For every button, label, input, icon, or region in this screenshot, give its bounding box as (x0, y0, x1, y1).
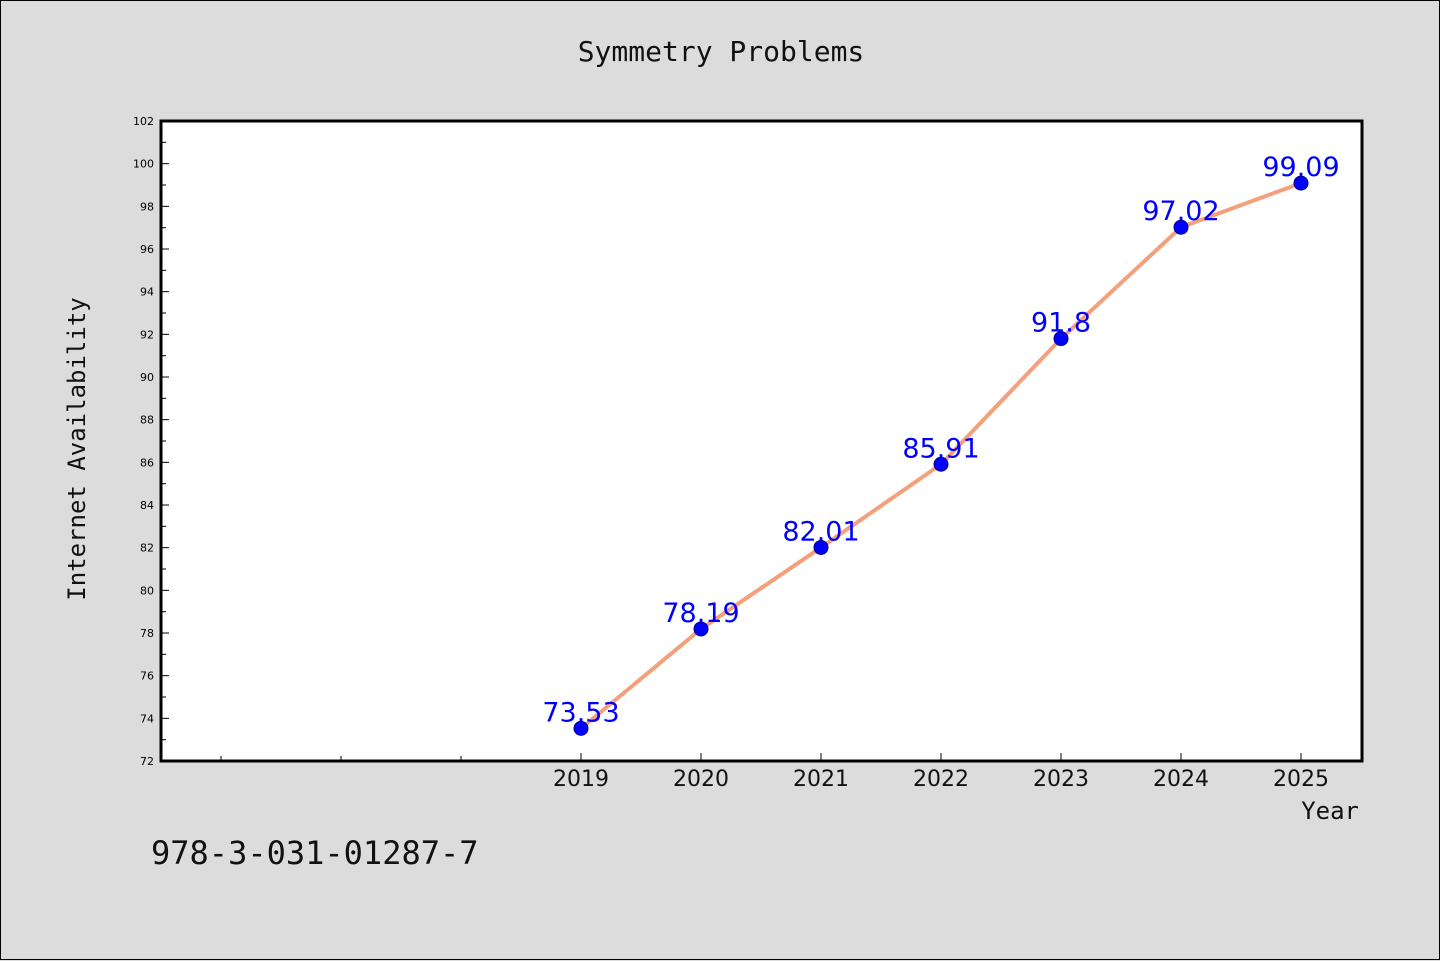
x-axis-label: Year (1301, 797, 1359, 825)
x-tick-label: 2023 (1033, 767, 1089, 792)
isbn-code: 978-3-031-01287-7 (151, 834, 479, 872)
data-point (813, 539, 829, 555)
y-tick-label: 78 (140, 627, 154, 640)
y-tick-label: 80 (140, 584, 154, 597)
y-tick-label: 98 (140, 200, 154, 213)
y-tick-label: 102 (133, 115, 154, 128)
data-point (1053, 331, 1069, 347)
y-tick-label: 96 (140, 243, 154, 256)
y-tick-label: 94 (140, 286, 154, 299)
y-tick-label: 82 (140, 542, 154, 555)
x-tick-label: 2019 (553, 767, 609, 792)
x-tick-label: 2020 (673, 767, 729, 792)
data-label: 85.91 (902, 433, 979, 464)
chart-title: Symmetry Problems (577, 35, 865, 68)
data-point (933, 456, 949, 472)
data-point (693, 621, 709, 637)
data-label: 78.19 (662, 598, 739, 629)
y-tick-label: 76 (140, 670, 154, 683)
data-point (1173, 219, 1189, 235)
y-tick-label: 72 (140, 755, 154, 768)
data-label: 97.02 (1142, 196, 1219, 227)
data-label: 82.01 (782, 516, 859, 547)
y-tick-label: 88 (140, 414, 154, 427)
data-point (1293, 175, 1309, 191)
x-tick-label: 2024 (1153, 767, 1209, 792)
y-tick-label: 90 (140, 371, 154, 384)
x-tick-label: 2025 (1273, 767, 1329, 792)
data-label: 73.53 (542, 697, 619, 728)
x-tick-label: 2022 (913, 767, 969, 792)
x-tick-label: 2021 (793, 767, 849, 792)
data-label: 99.09 (1262, 152, 1339, 183)
plot-area (161, 121, 1362, 761)
y-tick-label: 84 (140, 499, 154, 512)
y-tick-label: 86 (140, 456, 154, 469)
y-tick-label: 100 (133, 158, 154, 171)
y-tick-label: 92 (140, 328, 154, 341)
data-label: 91.8 (1031, 308, 1091, 339)
y-tick-label: 74 (140, 712, 154, 725)
data-point (573, 720, 589, 736)
plot-border (159, 119, 1364, 763)
